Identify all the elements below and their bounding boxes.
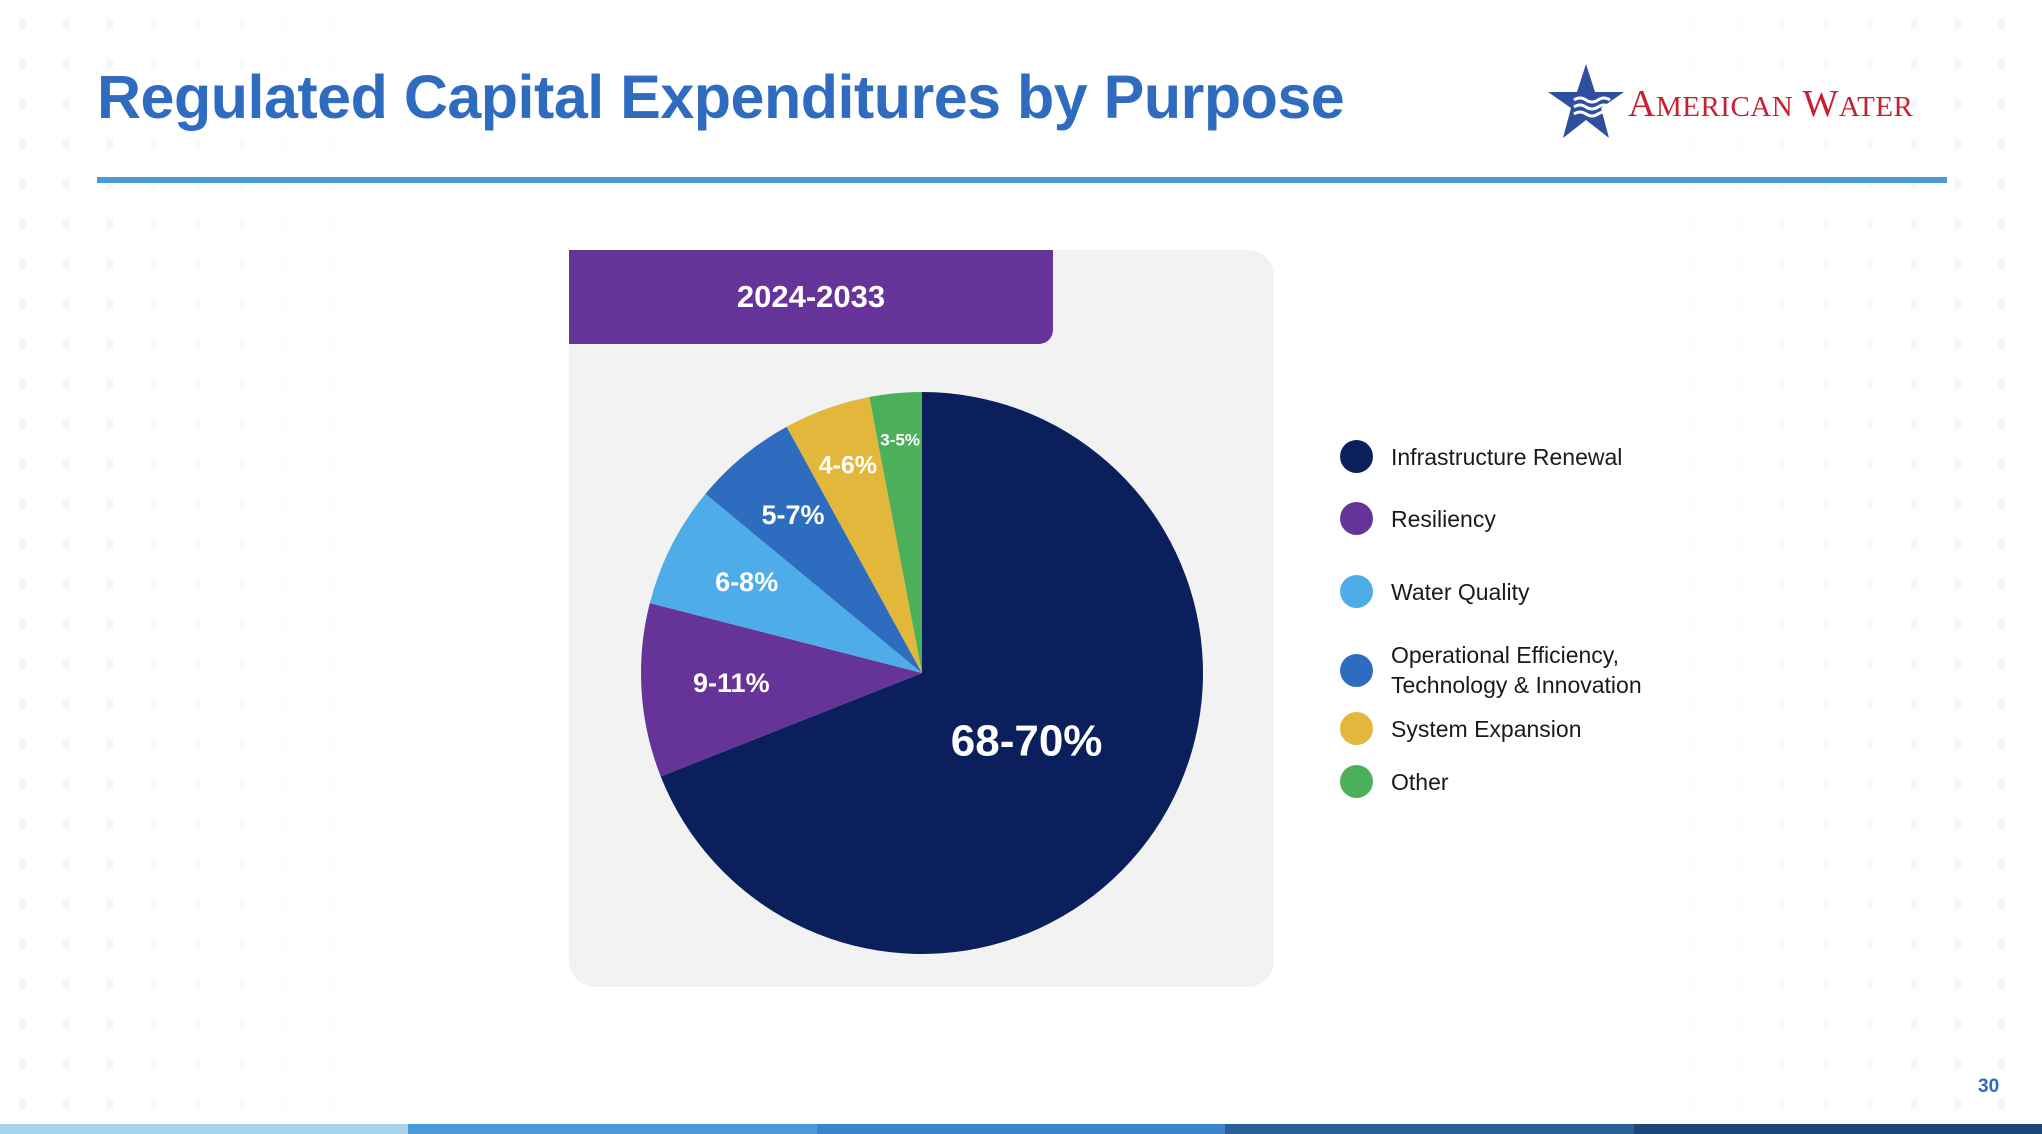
logo-wordmark: AMERICAN WATER [1628,83,1914,125]
pie-data-label: 4-6% [819,451,877,479]
legend-label: Infrastructure Renewal [1391,443,1623,470]
pie-slice-system-expansion [786,396,922,673]
legend-swatch [1340,575,1373,608]
period-label: 2024-2033 [736,279,886,314]
legend-swatch [1340,653,1373,687]
footer-segment [408,1124,817,1134]
pie-data-label: 3-5% [880,430,920,449]
footer-segment [0,1124,409,1134]
legend-item: Operational Efficiency, Technology & Inno… [1340,640,1760,700]
footer-segment [1634,1124,2042,1134]
legend-swatch [1340,440,1373,473]
pie-chart: 68-70% 9-11% 6-8% 5-7% 4-6%3-5% [641,392,1203,955]
legend-item: Other [1340,765,1760,798]
legend-label: System Expansion [1391,715,1582,742]
legend-swatch [1340,502,1373,535]
legend-label: Operational Efficiency, Technology & Inno… [1391,642,1642,698]
pie-data-label: 6-8% [715,567,778,597]
pie-slice-operational-efficiency-technology-innovation [705,426,922,673]
company-logo: AMERICAN WATER [1540,60,1960,144]
legend-label: Other [1391,768,1449,795]
legend-item: Infrastructure Renewal [1340,440,1760,473]
pie-data-label: 9-11% [693,668,770,698]
page-number: 30 [1978,1076,2000,1097]
legend-item: Resiliency [1340,502,1760,535]
legend-item: System Expansion [1340,712,1760,745]
legend-label: Water Quality [1391,578,1530,605]
slide-title: Regulated Capital Expenditures by Purpos… [97,63,1345,131]
legend-item: Water Quality [1340,575,1760,608]
legend-swatch [1340,765,1373,798]
star-icon [1548,64,1624,138]
pie-slice-water-quality [649,493,922,673]
legend-swatch [1340,712,1373,745]
pie-data-label: 68-70% [951,717,1103,766]
legend-label: Resiliency [1391,505,1496,532]
footer-segment [1225,1124,1634,1134]
pie-data-label: 5-7% [761,500,824,530]
period-tab: 2024-2033 [569,250,1053,344]
pie-slice-infrastructure-renewal [660,392,1203,955]
footer-segment [817,1124,1226,1134]
pie-slice-other [869,392,922,673]
title-divider [97,177,1947,183]
pie-slice-resiliency [641,603,922,777]
